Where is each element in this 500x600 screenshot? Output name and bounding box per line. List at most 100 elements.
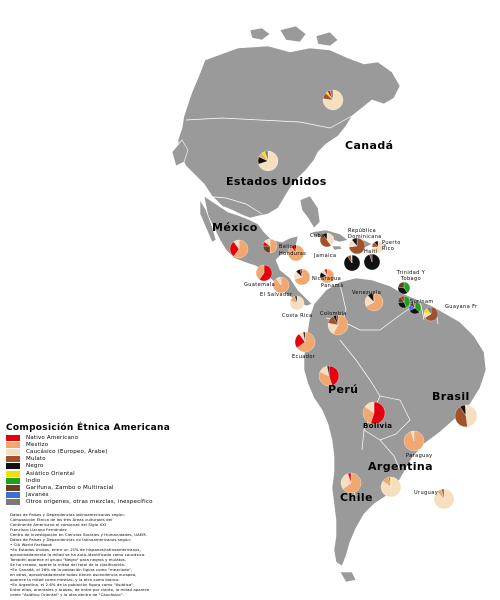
pie-hait- [363, 253, 381, 271]
legend-label: Nativo Americano [26, 434, 79, 441]
pie-el-salvador [272, 276, 290, 294]
pie-slice [280, 276, 282, 286]
label-cuba: Cuba [310, 233, 325, 239]
pie-belice [262, 238, 278, 254]
pie-argentina [380, 476, 402, 498]
pie-estados-unidos [257, 150, 279, 172]
label-jamaica: Jamaica [314, 253, 337, 259]
pie-slice [294, 244, 297, 254]
label-trinidad: Trinidad Y Tobago [396, 270, 426, 282]
label-paraguay: Paraguay [406, 453, 433, 459]
legend-item: Garífuna, Zambo o Multiracial [6, 484, 236, 491]
pie-slice [410, 430, 415, 442]
legend-item: Caucásico (Europeo, Árabe) [6, 448, 236, 455]
legend-swatch [6, 434, 20, 441]
pie-slice [397, 281, 405, 289]
legend-label: Garífuna, Zambo o Multiracial [26, 484, 114, 491]
pie-slice [465, 404, 478, 428]
label-costa-rica: Costa Rica [282, 313, 313, 319]
pie-slice [351, 237, 358, 247]
legend: Composición Étnica Americana Nativo Amer… [6, 423, 236, 506]
pie-slice [322, 232, 328, 241]
legend-item: Otros orígenes, otras mezclas, inespecíf… [6, 499, 236, 506]
label-venezuela: Venezuela [352, 290, 382, 296]
source-note-line: También aparece el grupo "Negro" para ne… [10, 557, 127, 562]
pie-nicaragua [293, 268, 311, 286]
source-note-line: como "Asiático Oriental" y la otra dentr… [10, 592, 124, 597]
legend-label: Caucásico (Europeo, Árabe) [26, 448, 108, 455]
legend-label: Javanés [26, 492, 49, 499]
legend-swatch [6, 477, 20, 484]
source-note-line: •En Canadá, el 26% de la población figur… [10, 567, 133, 572]
legend-label: Otros orígenes, otras mezclas, inespecíf… [26, 499, 153, 506]
pie-slice [259, 264, 273, 282]
pie-slice [299, 268, 303, 278]
source-note-line: Datos de Países y Dependencias latinoame… [10, 512, 126, 517]
pie-slice [332, 314, 349, 336]
pie-uruguay [433, 488, 455, 510]
pie-slice [324, 268, 328, 277]
pie-slice [319, 234, 332, 248]
pie-slice [350, 254, 353, 264]
pie-slice [454, 406, 468, 428]
pie-guatemala [255, 264, 273, 282]
pie-trinidad-y-tobago [397, 281, 411, 295]
pie-slice [465, 404, 467, 417]
pie-paraguay [403, 430, 425, 452]
label-el-salvador: El Salvador [260, 292, 293, 298]
legend-rows: Nativo Americano Mestizo Caucásico (Europe… [6, 434, 236, 506]
pie-brasil [454, 404, 478, 428]
pie-slice [364, 401, 375, 414]
pie-honduras [287, 244, 305, 262]
pie-puerto-rico [371, 240, 385, 254]
pie-ecuador [294, 331, 316, 353]
legend-item: Indio [6, 477, 236, 484]
pie-guayana-fr [423, 306, 439, 322]
source-note-line: Composición Étnica de las tres Áreas cul… [10, 517, 113, 522]
source-note-line: Se ha creado, aparte la mitad del total … [10, 562, 126, 567]
source-note-line: •En Estados Unidos, entre un 15% de hisp… [10, 547, 141, 552]
pie-slice [372, 292, 375, 303]
label-haiti: Haití [364, 249, 378, 255]
pie-slice [294, 295, 298, 304]
pie-slice [326, 365, 330, 377]
legend-label: Negro [26, 463, 44, 470]
pie-slice [264, 238, 271, 247]
pie-slice [441, 488, 445, 500]
pie-slice [329, 89, 334, 101]
pie-slice [371, 240, 385, 254]
label-dominicana: República Dominicana [348, 228, 382, 240]
source-note-line: • CIA World Factbook [10, 542, 53, 547]
pie-slice [424, 306, 439, 322]
legend-item: Javanés [6, 492, 236, 499]
legend-item: Mulato [6, 456, 236, 463]
pie-panam- [319, 268, 335, 284]
pie-bolivia [362, 401, 386, 425]
legend-swatch [6, 463, 20, 470]
legend-item: Asiático Oriental [6, 470, 236, 477]
pie-slice [348, 237, 366, 255]
source-note-line: Entre ellos, orientales y árabes, de ent… [10, 587, 150, 592]
pie-slice [426, 306, 432, 315]
pie-cuba [319, 232, 335, 248]
source-note-line: •En Argentina, el 2.6% de la población f… [10, 582, 134, 587]
pie-slice [264, 150, 269, 162]
pie-slice [403, 295, 411, 308]
pie-slice [342, 472, 362, 494]
pie-chile [340, 472, 362, 494]
south-america-landmass [303, 277, 487, 567]
alaska-fragment [171, 139, 189, 167]
source-note-line: en otros, aproximadamente todos tienen a… [10, 572, 137, 577]
label-puerto-rico: Puerto Rico [382, 240, 401, 252]
usa-mexico-border [203, 195, 263, 215]
pie-slice [255, 264, 265, 280]
pie-slice [296, 331, 316, 353]
pie-slice [370, 401, 386, 425]
label-chile: Chile [340, 491, 373, 504]
legend-label: Asiático Oriental [26, 470, 75, 477]
legend-item: Nativo Americano [6, 434, 236, 441]
label-guatemala: Guatemala [244, 282, 276, 288]
label-peru: Perú [328, 383, 359, 396]
label-colombia: Colombia [320, 311, 347, 317]
source-note-line: Francisco Lizcano Fernández [10, 527, 67, 532]
